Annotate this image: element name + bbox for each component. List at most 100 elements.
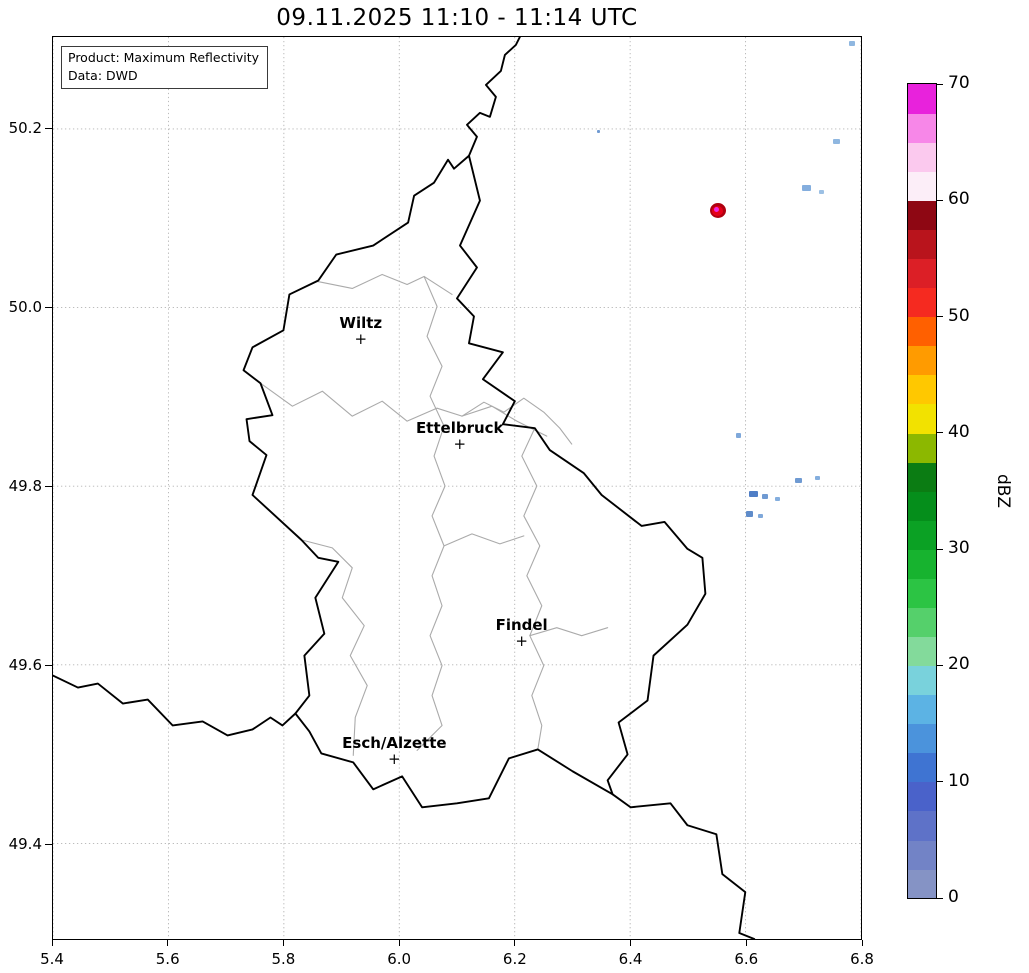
colorbar-segment (908, 258, 936, 289)
colorbar-segment (908, 461, 936, 492)
x-tick-mark (861, 940, 863, 946)
y-tick-label: 50.0 (8, 298, 42, 317)
district-border-path (521, 427, 545, 750)
colorbar-segment (908, 752, 936, 783)
x-tick-label: 5.4 (40, 950, 64, 968)
y-tick-mark (45, 664, 52, 666)
city-marker: + (453, 435, 467, 454)
colorbar-segment (908, 287, 936, 318)
district-border-path (416, 275, 446, 751)
colorbar-tick-mark (937, 897, 943, 899)
colorbar-tick-mark (937, 664, 943, 666)
x-tick-mark (745, 940, 747, 946)
colorbar-segment (908, 229, 936, 260)
radar-echo (849, 40, 855, 46)
radar-echo (762, 493, 769, 499)
colorbar-segment (908, 607, 936, 638)
district-border-path (443, 533, 525, 547)
radar-echo (833, 139, 841, 145)
colorbar-segment (908, 578, 936, 608)
x-tick-label: 6.4 (618, 950, 643, 968)
colorbar-segment (908, 520, 936, 550)
city-name-label: Findel (495, 616, 548, 635)
radar-echo (713, 207, 719, 213)
colorbar-segment (908, 665, 936, 696)
luxembourg-border-path (242, 154, 707, 809)
colorbar-segment (908, 549, 936, 579)
radar-echo (757, 513, 763, 518)
radar-echo (596, 130, 600, 134)
colorbar-segment (908, 171, 936, 201)
colorbar-tick-label: 10 (948, 770, 970, 791)
city-name-label: Esch/Alzette (342, 734, 447, 753)
colorbar-segment (908, 839, 936, 870)
colorbar-segment (908, 200, 936, 231)
colorbar-segment (908, 868, 936, 898)
colorbar-tick-label: 30 (948, 538, 970, 559)
data-source-label: Data: DWD (68, 67, 138, 83)
district-border-path (259, 382, 548, 437)
colorbar-segment (908, 113, 936, 143)
city-marker-layer: + Wiltz + Ettelbruck + Findel + Esch/Alzette (53, 37, 861, 939)
x-tick-label: 5.8 (271, 950, 296, 968)
x-tick-mark (514, 940, 516, 946)
radar-echo (775, 496, 781, 501)
radar-echo-layer (53, 37, 861, 939)
colorbar-segment (908, 636, 936, 667)
city-marker: + (515, 632, 528, 651)
colorbar-tick-label: 40 (948, 421, 970, 442)
belgium-germany-border-path (466, 37, 521, 157)
y-tick-mark (45, 306, 52, 308)
x-tick-mark (167, 940, 169, 946)
y-tick-mark (45, 485, 52, 487)
product-label: Product: Maximum Reflectivity (68, 50, 260, 65)
radar-echo (748, 491, 758, 498)
colorbar-segment (908, 781, 936, 812)
x-tick-label: 6.6 (734, 950, 759, 968)
y-tick-label: 49.8 (8, 477, 42, 496)
colorbar-tick-mark (937, 83, 943, 85)
colorbar-tick-label: 60 (948, 189, 970, 210)
map-plot-area: + Wiltz + Ettelbruck + Findel + Esch/Alzette Pr… (52, 36, 862, 940)
colorbar-segment (908, 810, 936, 841)
colorbar-segment (908, 316, 936, 347)
map-svg (53, 37, 861, 939)
colorbar-segment (908, 84, 936, 114)
y-tick-label: 49.4 (8, 835, 42, 854)
radar-echo (819, 189, 825, 194)
colorbar-segment (908, 694, 936, 725)
gridlines (53, 37, 861, 939)
y-tick-mark (45, 843, 52, 845)
product-info-box: Product: Maximum Reflectivity Data: DWD (61, 46, 269, 89)
radar-echo (745, 511, 753, 518)
district-border-path (529, 627, 609, 637)
x-tick-mark (282, 940, 284, 946)
colorbar-gradient (908, 84, 936, 898)
colorbar-segment (908, 345, 936, 376)
colorbar-tick-mark (937, 548, 943, 550)
city-marker: + (388, 750, 401, 769)
colorbar-segment (908, 432, 936, 463)
district-borders (259, 273, 609, 756)
city-marker: + (354, 329, 368, 348)
x-tick-mark (398, 940, 400, 946)
city-name-label: Wiltz (339, 313, 383, 332)
colorbar-segment (908, 491, 936, 521)
colorbar-unit-label: dBZ (993, 473, 1013, 509)
colorbar-tick-mark (937, 199, 943, 201)
colorbar-segment (908, 142, 936, 172)
colorbar-segment (908, 723, 936, 754)
y-tick-label: 50.2 (8, 119, 42, 138)
colorbar-tick-label: 20 (948, 654, 970, 675)
colorbar-tick-label: 50 (948, 305, 970, 326)
radar-echo (735, 432, 741, 438)
x-tick-mark (51, 940, 53, 946)
y-tick-label: 49.6 (8, 656, 42, 675)
x-tick-label: 6.8 (850, 950, 874, 968)
x-tick-label: 6.0 (387, 950, 412, 968)
x-tick-label: 5.6 (155, 950, 180, 968)
district-border-path (461, 397, 573, 445)
y-tick-mark (45, 127, 52, 129)
colorbar-tick-mark (937, 316, 943, 318)
colorbar-tick-label: 70 (948, 73, 970, 93)
